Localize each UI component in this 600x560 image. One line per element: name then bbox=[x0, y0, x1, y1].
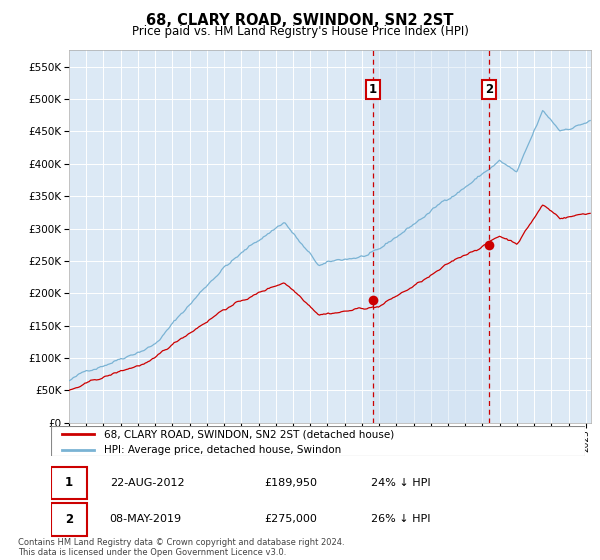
Text: 68, CLARY ROAD, SWINDON, SN2 2ST: 68, CLARY ROAD, SWINDON, SN2 2ST bbox=[146, 13, 454, 29]
Text: 2: 2 bbox=[485, 83, 493, 96]
Text: 08-MAY-2019: 08-MAY-2019 bbox=[110, 515, 182, 524]
Text: 1: 1 bbox=[65, 477, 73, 489]
Text: Price paid vs. HM Land Registry's House Price Index (HPI): Price paid vs. HM Land Registry's House … bbox=[131, 25, 469, 38]
Text: £275,000: £275,000 bbox=[265, 515, 317, 524]
FancyBboxPatch shape bbox=[51, 426, 585, 456]
FancyBboxPatch shape bbox=[51, 503, 88, 536]
Text: 22-AUG-2012: 22-AUG-2012 bbox=[110, 478, 184, 488]
Text: 26% ↓ HPI: 26% ↓ HPI bbox=[371, 515, 431, 524]
FancyBboxPatch shape bbox=[51, 466, 88, 500]
Text: 2: 2 bbox=[65, 513, 73, 526]
Text: Contains HM Land Registry data © Crown copyright and database right 2024.
This d: Contains HM Land Registry data © Crown c… bbox=[18, 538, 344, 557]
Text: 68, CLARY ROAD, SWINDON, SN2 2ST (detached house): 68, CLARY ROAD, SWINDON, SN2 2ST (detach… bbox=[104, 429, 395, 439]
Text: HPI: Average price, detached house, Swindon: HPI: Average price, detached house, Swin… bbox=[104, 445, 341, 455]
Text: 24% ↓ HPI: 24% ↓ HPI bbox=[371, 478, 431, 488]
Text: 1: 1 bbox=[369, 83, 377, 96]
Bar bbox=[373, 50, 489, 423]
Text: £189,950: £189,950 bbox=[265, 478, 317, 488]
